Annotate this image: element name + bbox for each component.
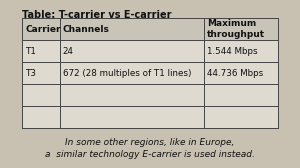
Bar — [22, 18, 278, 128]
Text: Maximum
throughput: Maximum throughput — [207, 19, 265, 39]
Text: 672 (28 multiples of T1 lines): 672 (28 multiples of T1 lines) — [63, 69, 191, 77]
Text: T1: T1 — [25, 47, 36, 55]
Text: Carrier: Carrier — [25, 25, 61, 33]
Text: Channels: Channels — [63, 25, 110, 33]
Text: 44.736 Mbps: 44.736 Mbps — [207, 69, 263, 77]
Text: 1.544 Mbps: 1.544 Mbps — [207, 47, 257, 55]
Bar — [22, 18, 278, 40]
Text: 24: 24 — [63, 47, 74, 55]
Text: a  similar technology E-carrier is used instead.: a similar technology E-carrier is used i… — [45, 150, 255, 159]
Text: Table: T-carrier vs E-carrier: Table: T-carrier vs E-carrier — [22, 10, 172, 20]
Text: T3: T3 — [25, 69, 36, 77]
Text: In some other regions, like in Europe,: In some other regions, like in Europe, — [65, 138, 235, 147]
